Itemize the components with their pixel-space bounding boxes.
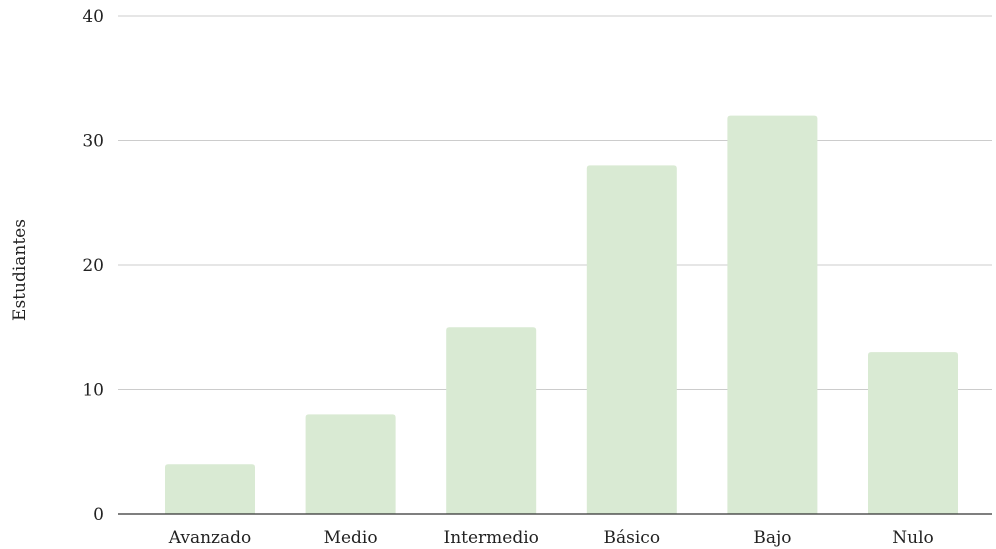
bar-básico [586, 165, 677, 514]
y-tick-label-40: 40 [82, 7, 104, 27]
x-tick-label-básico: Básico [604, 528, 661, 548]
bar-medio [305, 414, 396, 514]
y-axis-title: Estudiantes [10, 219, 30, 321]
x-tick-label-avanzado: Avanzado [168, 528, 252, 548]
bar-intermedio [446, 327, 537, 514]
bar-nulo [868, 352, 958, 514]
y-tick-label-0: 0 [93, 505, 104, 525]
x-tick-label-nulo: Nulo [892, 528, 934, 548]
x-tick-label-medio: Medio [324, 528, 378, 548]
x-tick-labels: Avanzado Medio Intermedio Básico Bajo Nulo [168, 528, 934, 548]
x-tick-label-intermedio: Intermedio [443, 528, 538, 548]
bar-avanzado [165, 464, 255, 514]
bar-bajo [727, 115, 818, 514]
bars [165, 115, 958, 514]
x-tick-label-bajo: Bajo [753, 528, 791, 548]
y-tick-label-30: 30 [82, 132, 104, 152]
gridlines [118, 15, 992, 390]
y-tick-label-10: 10 [82, 381, 104, 401]
y-tick-label-20: 20 [82, 256, 104, 276]
y-tick-labels: 0 10 20 30 40 [82, 7, 104, 525]
